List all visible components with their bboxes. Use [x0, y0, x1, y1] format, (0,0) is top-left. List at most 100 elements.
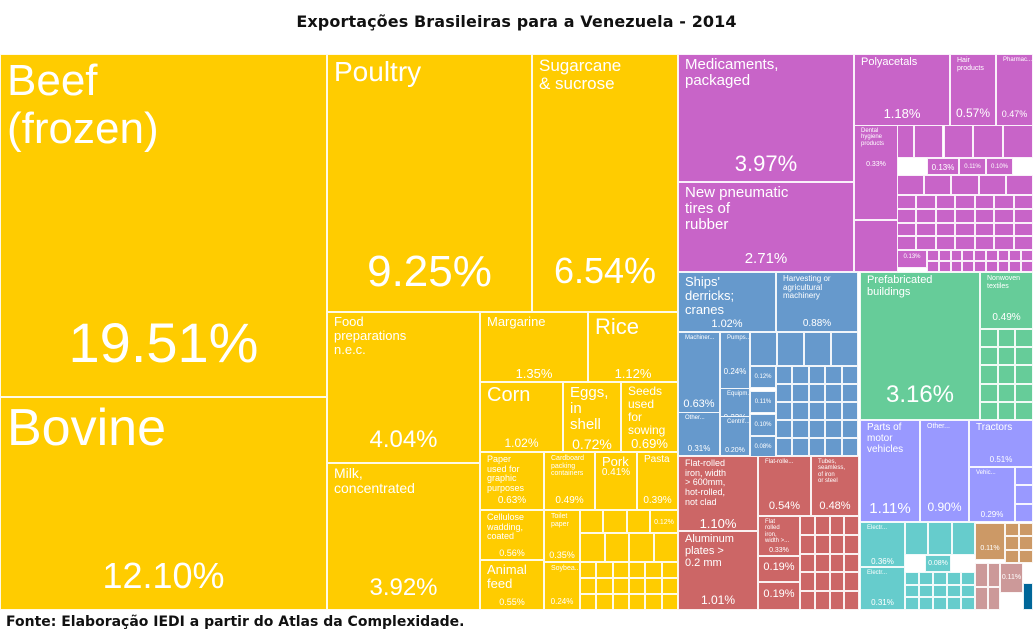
tile-label: Flat rolled iron, width >...: [765, 519, 790, 545]
treemap-tile-corn: Corn 1.02%: [480, 382, 563, 452]
tile-value: 1.02%: [711, 318, 743, 330]
tile-label: Medicaments, packaged: [685, 56, 779, 90]
treemap-tile-value-0-13: 0.13%: [927, 158, 959, 175]
treemap-tile-minor: [1015, 383, 1033, 402]
treemap-tile-minor: [841, 438, 858, 456]
treemap-tile-minor: [897, 208, 917, 223]
tile-label: Tubes, seamless, of iron or steel: [818, 459, 846, 485]
treemap-tile-minor: [935, 236, 956, 250]
tile-value: 0.69%: [631, 436, 668, 451]
treemap-tile-minor: [961, 584, 975, 598]
treemap-tile-rice: Rice 1.12%: [588, 312, 678, 382]
tile-value: 0.13%: [903, 254, 921, 260]
treemap-tile-minor: [1015, 485, 1033, 504]
treemap-tile-value-0-19: 0.19%: [758, 556, 800, 582]
treemap-tile-minor: [776, 438, 793, 456]
tile-value: 0.20%: [725, 447, 745, 454]
tile-label: Machiner...: [685, 335, 715, 341]
treemap-tile-minor: [916, 208, 936, 223]
tile-label: Other...: [927, 423, 950, 430]
tile-value: 12.10%: [102, 555, 225, 596]
treemap-tile-minor: [897, 175, 925, 195]
treemap-tile-dental-hygiene-products: Dental hygiene products 0.33%: [854, 125, 898, 220]
treemap-tile-minor: [919, 597, 933, 610]
treemap-tile-minor: [814, 591, 830, 610]
treemap-tile-other: Other... 0.90%: [920, 420, 969, 522]
treemap-tile-cardboard-packing-containers: Cardboard packing containers 0.49%: [544, 452, 595, 510]
treemap-tile-minor: [829, 516, 845, 535]
treemap-tile-pharmac: Pharmac... 0.47%: [996, 54, 1033, 126]
tile-value: 0.63%: [683, 398, 715, 410]
treemap-tile-minor: [916, 236, 936, 250]
treemap-tile-minor: [792, 420, 809, 438]
treemap-tile-other: Other... 0.31%: [678, 412, 720, 456]
tile-label: Pharmac...: [1003, 57, 1033, 63]
tile-label: Flat-rolled iron, width > 600mm, hot-rol…: [685, 458, 727, 507]
treemap-tile-minor: [841, 366, 858, 384]
treemap-tile-minor: [947, 572, 961, 585]
tile-value: 0.55%: [499, 597, 525, 607]
tile-label: Toilet paper: [551, 513, 569, 528]
treemap-tile-animal-feed: Animal feed 0.55%: [480, 560, 544, 610]
treemap-tile-minor: [916, 222, 936, 237]
treemap-tile-minor: [629, 562, 646, 578]
treemap-tile-minor: [825, 420, 842, 438]
tile-value: 0.24%: [550, 597, 574, 606]
treemap-tile-value-0-11: 0.11%: [750, 391, 776, 413]
tile-value: 0.36%: [871, 557, 894, 566]
treemap-tile-minor: [800, 516, 815, 535]
treemap-tile-minor: [1015, 467, 1033, 486]
treemap-tile-minor: [927, 261, 939, 272]
treemap-tile-minor: [997, 329, 1016, 348]
treemap-tile-minor: [629, 578, 646, 594]
treemap-tile-paper-used-for-graphic-purposes: Paper used for graphic purposes 0.63%: [480, 452, 544, 510]
treemap-tile-minor: [800, 591, 815, 610]
treemap-tile-minor: [974, 208, 995, 223]
tile-value: 0.11%: [964, 164, 981, 170]
tile-label: Tractors: [976, 422, 1013, 433]
treemap-tile-minor: [928, 522, 952, 555]
treemap-tile-minor: [1005, 536, 1019, 550]
treemap-tile-minor: [974, 261, 986, 272]
treemap-tile-value-0-10: 0.10%: [986, 158, 1013, 175]
treemap-tile-minor: [978, 175, 1006, 195]
treemap-tile-minor: [580, 562, 597, 578]
treemap-tile-minor: [933, 597, 947, 610]
tile-label: Rice: [595, 314, 640, 339]
treemap-tile-margarine: Margarine 1.35%: [480, 312, 588, 382]
tile-label: Food preparations n.e.c.: [334, 314, 407, 358]
source-note: Fonte: Elaboração IEDI a partir do Atlas…: [6, 614, 465, 630]
treemap-tile-minor: [800, 534, 815, 554]
treemap-tile-minor: [1013, 222, 1033, 237]
treemap: Beef (frozen) 19.51% Bovine 12.10% Poultry 9.…: [0, 54, 1033, 610]
treemap-tile-seeds-used-for-sowing: Seeds used for sowing 0.69%: [621, 382, 678, 452]
treemap-tile-minor: [905, 572, 919, 585]
treemap-tile-minor: [844, 572, 859, 592]
treemap-tile-minor: [825, 384, 842, 402]
tile-value: 0.24%: [723, 367, 747, 376]
tile-label: Vehic...: [976, 470, 996, 476]
tile-value: 1.18%: [883, 106, 921, 121]
treemap-tile-minor: [829, 553, 845, 573]
treemap-tile-minor: [604, 533, 629, 562]
tile-value: 0.56%: [499, 548, 525, 558]
tile-value: 0.47%: [1001, 109, 1028, 119]
treemap-tile-minor: [800, 572, 815, 592]
tile-label: Eggs, in shell: [570, 384, 609, 434]
tile-value: 1.35%: [515, 366, 553, 381]
treemap-tile-minor: [962, 250, 975, 261]
treemap-tile-sugarcane-sucrose: Sugarcane & sucrose 6.54%: [532, 54, 678, 312]
treemap-tile-vehic: Vehic... 0.29%: [969, 467, 1015, 522]
tile-value: 0.19%: [763, 561, 795, 573]
tile-value: 0.11%: [980, 545, 1000, 552]
treemap-tile-minor: [808, 420, 826, 438]
treemap-tile-value-0-11: 0.11%: [959, 158, 986, 175]
treemap-tile-minor: [800, 553, 815, 573]
treemap-tile-minor: [829, 534, 845, 554]
treemap-tile-minor: [1009, 261, 1022, 272]
tile-label: Electr...: [867, 570, 888, 576]
treemap-tile-minor: [987, 586, 1000, 610]
treemap-tile-value-0-08: 0.08%: [925, 555, 951, 572]
treemap-tile-minor: [777, 332, 804, 366]
treemap-tile-minor: [955, 222, 975, 237]
